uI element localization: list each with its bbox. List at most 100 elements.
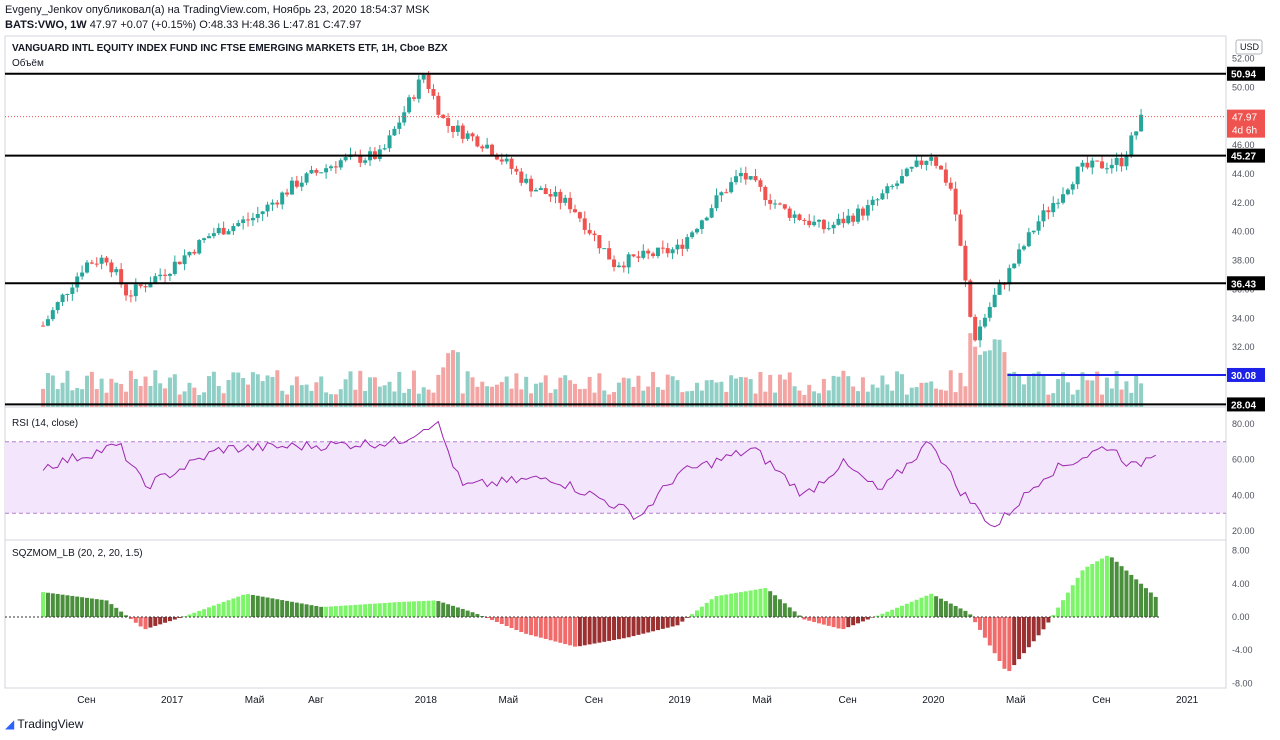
sqz-bar bbox=[631, 617, 636, 637]
candle-body bbox=[1124, 155, 1129, 167]
publisher-line: Evgeny_Jenkov опубликовал(а) на TradingV… bbox=[5, 4, 430, 16]
volume-bar bbox=[548, 392, 553, 407]
candle-body bbox=[743, 172, 748, 180]
sqz-bar bbox=[94, 599, 99, 617]
volume-bar bbox=[709, 379, 714, 407]
volume-bar bbox=[226, 379, 231, 407]
volume-bar bbox=[446, 353, 451, 407]
sqz-bar bbox=[416, 601, 421, 617]
candle-body bbox=[802, 219, 807, 221]
level-label: 30.08 bbox=[1231, 371, 1256, 382]
sqz-bar bbox=[260, 596, 265, 617]
candle-body bbox=[978, 326, 983, 341]
candle-body bbox=[568, 197, 573, 210]
volume-bar bbox=[153, 370, 158, 407]
sqz-bar bbox=[158, 617, 163, 625]
sqz-bar bbox=[226, 600, 231, 617]
tradingview-brand[interactable]: ◢ TradingView bbox=[5, 717, 83, 731]
sqz-bar bbox=[968, 614, 973, 617]
candle-body bbox=[616, 265, 621, 268]
candle-body bbox=[416, 79, 421, 99]
sqz-bar bbox=[236, 596, 241, 617]
sqz-bar bbox=[875, 615, 880, 617]
currency-box[interactable] bbox=[1235, 39, 1263, 55]
rsi-label: RSI (14, close) bbox=[12, 418, 78, 429]
volume-bar bbox=[187, 382, 192, 407]
candle-body bbox=[1070, 184, 1075, 190]
candle-body bbox=[768, 200, 773, 204]
sqz-bar bbox=[1041, 617, 1046, 630]
volume-bar bbox=[1109, 388, 1114, 407]
candle-body bbox=[211, 233, 216, 237]
sqz-bar bbox=[128, 617, 133, 620]
sqz-bar bbox=[402, 601, 407, 617]
sqz-bar bbox=[997, 617, 1002, 662]
volume-bar bbox=[885, 384, 890, 407]
candle-body bbox=[924, 160, 929, 165]
candle-body bbox=[167, 274, 172, 276]
sqz-bar bbox=[665, 617, 670, 628]
sqz-bar bbox=[1056, 607, 1061, 617]
candle-body bbox=[587, 229, 592, 234]
sqz-bar bbox=[1119, 566, 1124, 617]
candle-body bbox=[621, 265, 626, 268]
candle-body bbox=[890, 185, 895, 187]
sqz-bar bbox=[382, 602, 387, 617]
candle-body bbox=[572, 209, 577, 213]
sqz-bar bbox=[685, 617, 690, 618]
x-axis-label: Сен bbox=[77, 695, 95, 706]
candle-body bbox=[104, 257, 109, 263]
candle-body bbox=[685, 237, 690, 249]
volume-bar bbox=[1056, 379, 1061, 407]
volume-bar bbox=[309, 390, 314, 407]
volume-bar bbox=[734, 378, 739, 407]
candle-body bbox=[973, 316, 978, 341]
volume-bar bbox=[231, 372, 236, 407]
x-axis-label: 2020 bbox=[922, 695, 945, 706]
candle-body bbox=[929, 157, 934, 161]
volume-bar bbox=[592, 392, 597, 407]
sqz-bar bbox=[314, 606, 319, 617]
volume-bar bbox=[514, 373, 519, 407]
volume-bar bbox=[924, 382, 929, 407]
volume-bar bbox=[148, 386, 153, 407]
volume-bar bbox=[743, 377, 748, 407]
volume-bar bbox=[929, 381, 934, 407]
volume-bar bbox=[426, 389, 431, 407]
sqz-bar bbox=[529, 617, 534, 636]
candle-body bbox=[138, 284, 143, 287]
sqz-bar bbox=[1085, 566, 1090, 617]
candle-body bbox=[714, 195, 719, 209]
candle-body bbox=[265, 204, 270, 212]
sqz-bar bbox=[812, 617, 817, 623]
volume-bar bbox=[75, 387, 80, 407]
sqz-bar bbox=[924, 595, 929, 617]
volume-bar bbox=[836, 376, 841, 407]
candle-body bbox=[655, 247, 660, 257]
sqz-bar bbox=[558, 617, 563, 643]
volume-bar bbox=[114, 382, 119, 407]
sqz-bar bbox=[655, 617, 660, 631]
candle-body bbox=[148, 283, 153, 288]
volume-bar bbox=[407, 388, 412, 407]
volume-bar bbox=[807, 384, 812, 407]
level-label: 36.43 bbox=[1231, 279, 1256, 290]
sqz-bar bbox=[343, 605, 348, 617]
sqz-bar bbox=[494, 617, 499, 623]
volume-bar bbox=[943, 390, 948, 407]
volume-bar bbox=[529, 393, 534, 407]
candle-body bbox=[421, 74, 426, 80]
volume-bar bbox=[763, 391, 768, 407]
candle-body bbox=[241, 219, 246, 224]
candle-body bbox=[831, 224, 836, 229]
sqz-bar bbox=[509, 617, 514, 629]
volume-bar bbox=[773, 392, 778, 407]
volume-bar bbox=[587, 376, 592, 407]
candle-body bbox=[485, 144, 490, 149]
price-badge-countdown: 4d 6h bbox=[1232, 126, 1257, 137]
x-axis-label: Май bbox=[498, 695, 518, 706]
sqz-bar bbox=[231, 598, 236, 617]
sqz-bar bbox=[904, 603, 909, 617]
candle-body bbox=[729, 182, 734, 193]
